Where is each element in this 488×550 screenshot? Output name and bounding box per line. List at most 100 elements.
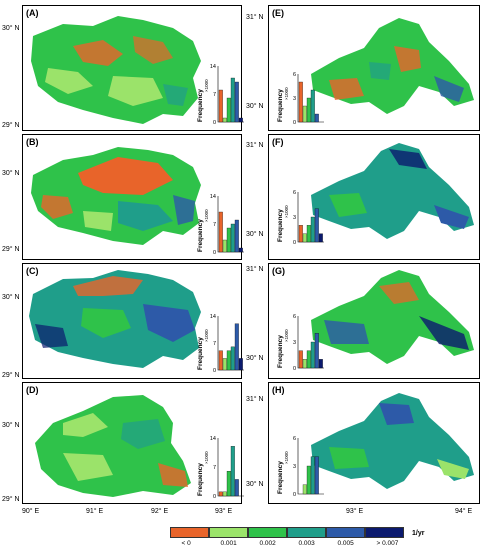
panel-e: (E)	[268, 5, 480, 131]
lat-label: 30° N	[2, 422, 20, 429]
hist-tick-label: 3	[293, 340, 296, 346]
map-h	[311, 393, 474, 489]
hist-tick-label: 0	[293, 240, 296, 246]
map-e	[311, 18, 474, 114]
lon-label: 93° E	[346, 508, 364, 515]
hist-tick-label: 0	[293, 366, 296, 372]
legend-label: < 0	[181, 540, 191, 547]
lat-label: 30° N	[2, 170, 20, 177]
hist-bar	[222, 491, 227, 497]
hist-tick-label: 0	[293, 492, 296, 498]
legend-unit: 1/yr	[412, 530, 425, 537]
panel-label: (G)	[272, 266, 285, 276]
hist-bar	[234, 81, 239, 123]
hist-bar	[218, 211, 223, 253]
legend-label: > 0.007	[376, 540, 399, 547]
hist-bar	[302, 359, 307, 369]
hist-tick-label: 7	[213, 92, 216, 98]
legend-swatch	[170, 527, 209, 538]
panel-label: (D)	[26, 385, 39, 395]
histogram: Frequency×1000 6 3 0	[277, 314, 324, 372]
hist-y-label: Frequency	[277, 461, 284, 494]
legend-swatch	[248, 527, 287, 538]
lat-label: 29° N	[2, 122, 20, 129]
map-c	[29, 270, 201, 368]
hist-bar	[306, 225, 311, 243]
hist-tick-label: 7	[213, 465, 216, 471]
hist-y-label: Frequency	[197, 337, 204, 370]
legend-label: 0.001	[220, 540, 237, 547]
hist-y-label: Frequency	[197, 89, 204, 122]
hist-tick-label: 14	[210, 64, 216, 70]
hist-bar	[302, 105, 307, 123]
lat-label: 30° N	[246, 103, 264, 110]
lat-label: 30° N	[246, 355, 264, 362]
hist-tick-label: 7	[213, 222, 216, 228]
histogram: Frequency×1000 6 3 0	[277, 72, 324, 126]
hist-tick-label: 0	[293, 120, 296, 126]
panel-label: (E)	[272, 8, 284, 18]
hist-bar	[222, 117, 227, 123]
hist-bar	[230, 346, 235, 371]
hist-bar	[230, 446, 235, 497]
legend-label: 0.002	[259, 540, 276, 547]
hist-bar	[230, 223, 235, 253]
hist-tick-label: 0	[213, 368, 216, 374]
hist-bar	[234, 323, 239, 371]
lat-label: 29° N	[2, 246, 20, 253]
hist-y-label: Frequency	[277, 209, 284, 242]
hist-bar	[310, 216, 315, 243]
lat-label: 30° N	[246, 231, 264, 238]
hist-tick-label: 6	[293, 436, 296, 442]
hist-bar	[306, 465, 311, 495]
legend-label: 0.005	[337, 540, 354, 547]
lat-label: 29° N	[2, 372, 20, 379]
legend-swatch	[209, 527, 248, 538]
lon-label: 92° E	[151, 508, 169, 515]
hist-bar	[302, 484, 307, 495]
panel-label: (F)	[272, 137, 284, 147]
hist-tick-label: 3	[293, 215, 296, 221]
hist-y-unit: ×1000	[204, 451, 209, 464]
hist-tick-label: 0	[213, 250, 216, 256]
hist-bar	[218, 350, 223, 371]
lat-label: 29° N	[2, 496, 20, 503]
hist-bar	[226, 350, 231, 371]
legend-swatch	[326, 527, 365, 538]
hist-y-label: Frequency	[197, 463, 204, 496]
map-b	[31, 147, 201, 245]
lat-label: 31° N	[246, 266, 264, 273]
hist-bar	[226, 97, 231, 123]
map-f	[311, 143, 474, 239]
hist-y-unit: ×1000	[284, 87, 289, 100]
map-a	[31, 16, 201, 124]
hist-bar	[238, 358, 243, 371]
lon-label: 91° E	[86, 508, 104, 515]
histogram: Frequency×1000 14 7 0	[197, 314, 244, 374]
hist-bar	[318, 359, 323, 369]
lat-label: 31° N	[246, 396, 264, 403]
legend-label: 0.003	[298, 540, 315, 547]
histogram: Frequency×1000 6 3 0	[277, 436, 324, 498]
hist-bar	[314, 333, 319, 369]
color-legend: < 0 0.001 0.002 0.003 0.005 > 0.007 1/yr	[170, 527, 480, 549]
hist-y-unit: ×1000	[204, 209, 209, 222]
hist-tick-label: 0	[213, 494, 216, 500]
hist-bar	[222, 358, 227, 371]
hist-bar	[230, 77, 235, 123]
hist-bar	[298, 225, 303, 243]
legend-swatch	[287, 527, 326, 538]
panel-a: (A)	[22, 5, 242, 131]
panel-d: (D)	[22, 382, 242, 504]
lat-label: 30° N	[2, 294, 20, 301]
histogram: Frequency×1000 6 3 0	[277, 190, 324, 246]
lon-label: 90° E	[22, 508, 40, 515]
hist-y-unit: ×1000	[284, 451, 289, 464]
hist-tick-label: 6	[293, 72, 296, 78]
hist-tick-label: 0	[213, 120, 216, 126]
hist-bar	[234, 219, 239, 253]
hist-tick-label: 6	[293, 190, 296, 196]
hist-bar	[218, 491, 223, 497]
hist-tick-label: 14	[210, 194, 216, 200]
hist-bar	[234, 479, 239, 497]
